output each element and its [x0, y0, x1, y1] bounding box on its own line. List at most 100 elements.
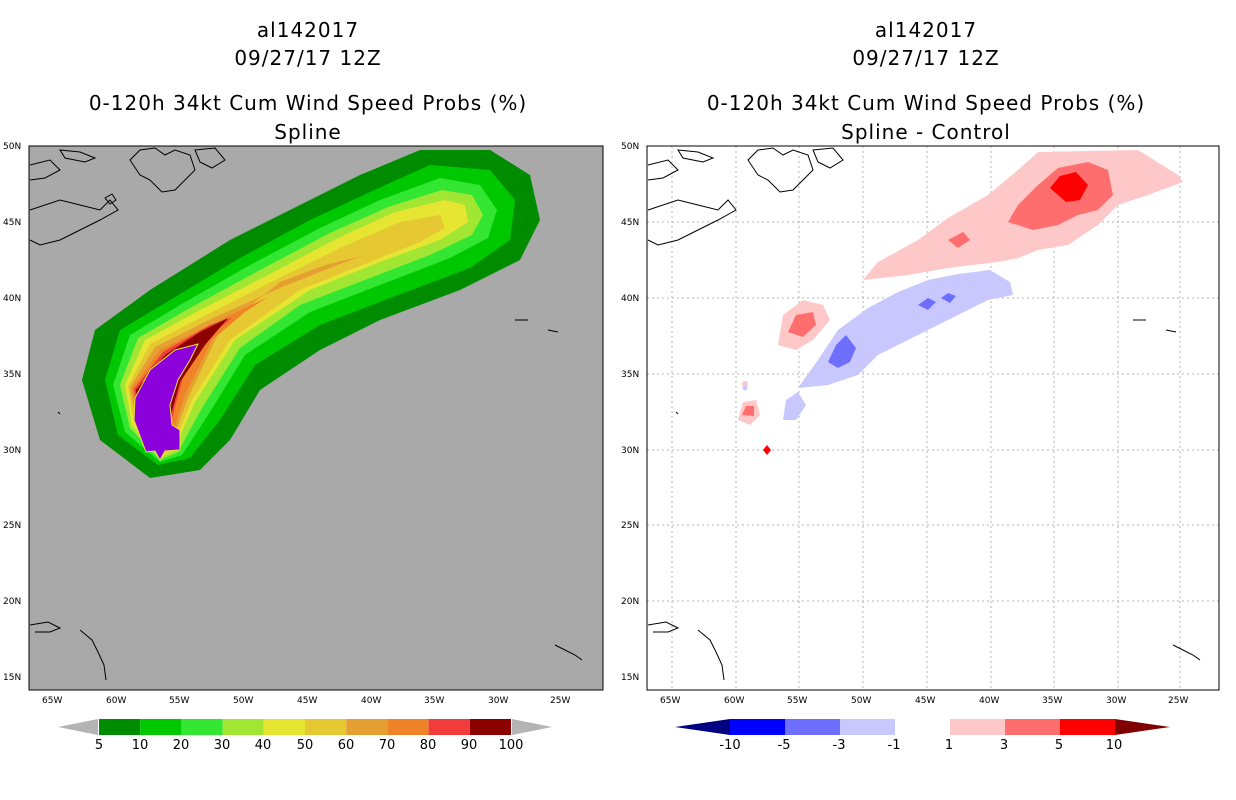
svg-text:35W: 35W [424, 696, 444, 706]
svg-text:40N: 40N [621, 294, 639, 304]
svg-text:35W: 35W [1042, 696, 1062, 706]
svg-text:30: 30 [214, 738, 231, 753]
svg-text:35N: 35N [3, 370, 21, 380]
svg-text:45N: 45N [3, 218, 21, 228]
right-date: 09/27/17 12Z [852, 46, 1000, 70]
svg-text:5: 5 [95, 738, 103, 753]
svg-text:50W: 50W [851, 696, 871, 706]
svg-text:40W: 40W [361, 696, 381, 706]
left-subtitle: Spline [274, 120, 342, 144]
diff-positive-3-5-south [742, 406, 754, 416]
left-colorbar-box [99, 719, 141, 735]
diff-negative-3-5-mid2 [941, 293, 956, 303]
svg-text:60W: 60W [106, 696, 126, 706]
diff-negative-1-3-south [783, 392, 806, 420]
svg-text:50N: 50N [3, 142, 21, 152]
prob-band-100 [133, 343, 199, 462]
right-colorbar-low-arrow [675, 719, 730, 735]
svg-text:25W: 25W [550, 696, 570, 706]
left-colorbar-low-arrow [58, 719, 98, 735]
svg-text:40N: 40N [3, 294, 21, 304]
svg-text:1: 1 [945, 738, 953, 753]
right-colorbar-labels: -10 -5 -3 -1 1 3 5 10 [719, 738, 1122, 753]
svg-text:-10: -10 [719, 738, 740, 753]
svg-text:10: 10 [1106, 738, 1123, 753]
left-lon-labels: 65W 60W 55W 50W 45W 40W 35W 30W 25W [42, 696, 570, 706]
left-colorbar-labels: 5 10 20 30 40 50 60 70 80 90 100 [95, 738, 524, 753]
svg-text:15N: 15N [3, 673, 21, 683]
left-colorbar-box [222, 719, 264, 735]
left-colorbar-box [181, 719, 223, 735]
svg-text:65W: 65W [660, 696, 680, 706]
svg-text:45W: 45W [297, 696, 317, 706]
left-colorbar-box [305, 719, 347, 735]
svg-text:40W: 40W [979, 696, 999, 706]
left-storm-id: al142017 [256, 18, 360, 42]
svg-text:35N: 35N [621, 370, 639, 380]
left-date: 09/27/17 12Z [234, 46, 382, 70]
left-lat-labels: 50N 45N 40N 35N 30N 25N 20N 15N [3, 142, 21, 683]
svg-text:-5: -5 [778, 738, 791, 753]
diff-positive-3-5-west [788, 312, 816, 337]
right-colorbar-box [895, 719, 950, 735]
svg-text:100: 100 [499, 738, 524, 753]
right-map: 50N 45N 40N 35N 30N 25N 20N 15N 65W 60W … [621, 142, 1220, 753]
svg-text:60W: 60W [724, 696, 744, 706]
diff-positive-3-5-small [948, 232, 970, 248]
right-lat-labels: 50N 45N 40N 35N 30N 25N 20N 15N [621, 142, 639, 683]
right-colorbar-box [785, 719, 840, 735]
svg-text:20N: 20N [3, 597, 21, 607]
svg-text:15N: 15N [621, 673, 639, 683]
svg-text:50N: 50N [621, 142, 639, 152]
left-coastlines [29, 147, 583, 681]
svg-text:55W: 55W [169, 696, 189, 706]
svg-text:30N: 30N [621, 446, 639, 456]
svg-text:25N: 25N [621, 521, 639, 531]
right-colorbar-box [730, 719, 785, 735]
diff-positive-point [763, 445, 771, 455]
svg-text:-1: -1 [888, 738, 901, 753]
left-colorbar-box [140, 719, 182, 735]
left-colorbar: 5 10 20 30 40 50 60 70 80 90 100 [58, 719, 552, 753]
left-product-title: 0-120h 34kt Cum Wind Speed Probs (%) [88, 91, 528, 115]
svg-text:30W: 30W [1106, 696, 1126, 706]
svg-text:3: 3 [1000, 738, 1008, 753]
left-colorbar-high-arrow [512, 719, 552, 735]
left-colorbar-box [469, 719, 511, 735]
left-colorbar-box [263, 719, 305, 735]
right-lon-labels: 65W 60W 55W 50W 45W 40W 35W 30W 25W [660, 696, 1188, 706]
svg-text:65W: 65W [42, 696, 62, 706]
svg-text:40: 40 [255, 738, 272, 753]
right-colorbar-box [950, 719, 1005, 735]
right-product-title: 0-120h 34kt Cum Wind Speed Probs (%) [706, 91, 1146, 115]
svg-text:30W: 30W [488, 696, 508, 706]
left-colorbar-box [387, 719, 429, 735]
svg-text:45N: 45N [621, 218, 639, 228]
svg-text:5: 5 [1055, 738, 1063, 753]
right-colorbar-box [1005, 719, 1060, 735]
diff-negative-3-5-west [828, 335, 856, 368]
left-colorbar-box [346, 719, 388, 735]
svg-text:50: 50 [297, 738, 314, 753]
diff-positive-5-10-core [1050, 172, 1088, 202]
svg-text:25N: 25N [3, 521, 21, 531]
svg-text:60: 60 [338, 738, 355, 753]
right-subtitle: Spline - Control [841, 120, 1011, 144]
left-map: 50N 45N 40N 35N 30N 25N 20N 15N 65W 60W … [3, 142, 604, 753]
svg-text:90: 90 [461, 738, 478, 753]
svg-text:20: 20 [173, 738, 190, 753]
svg-text:70: 70 [379, 738, 396, 753]
diff-negative-1-3-band [798, 270, 1013, 388]
svg-text:50W: 50W [233, 696, 253, 706]
svg-text:55W: 55W [787, 696, 807, 706]
svg-text:80: 80 [420, 738, 437, 753]
right-colorbar: -10 -5 -3 -1 1 3 5 10 [675, 719, 1170, 753]
right-storm-id: al142017 [874, 18, 978, 42]
svg-text:45W: 45W [915, 696, 935, 706]
svg-text:25W: 25W [1168, 696, 1188, 706]
right-coastlines [647, 147, 1201, 681]
diff-negative-3-5-mid [918, 298, 936, 310]
left-map-frame [28, 145, 604, 691]
svg-text:20N: 20N [621, 597, 639, 607]
left-colorbar-box [428, 719, 470, 735]
